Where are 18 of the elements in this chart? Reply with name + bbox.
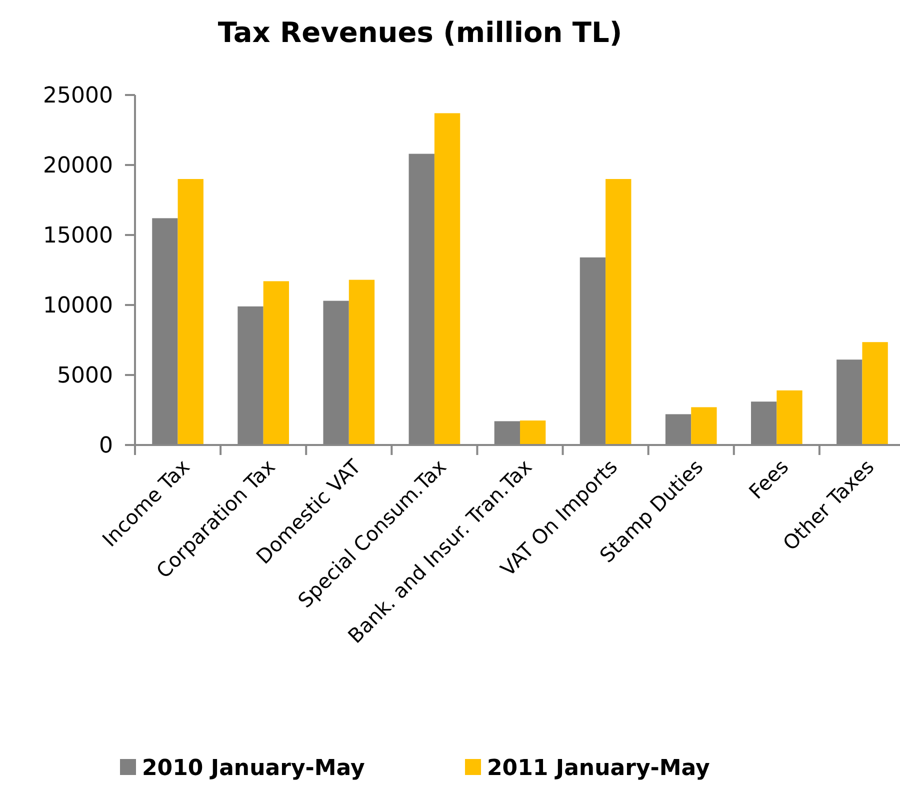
bar: [691, 407, 717, 445]
y-tick-label: 5000: [57, 364, 113, 389]
legend-label: 2011 January-May: [487, 756, 710, 781]
legend-label: 2010 January-May: [142, 756, 365, 781]
y-tick-label: 15000: [43, 224, 113, 249]
bar: [520, 420, 546, 445]
bar: [434, 113, 460, 445]
bar: [178, 179, 204, 445]
chart-title: Tax Revenues (million TL): [218, 16, 622, 49]
bar: [862, 342, 888, 445]
y-tick-label: 0: [99, 434, 113, 459]
bar: [776, 390, 802, 445]
bar: [263, 281, 289, 445]
bar: [606, 179, 632, 445]
y-tick-label: 20000: [43, 154, 113, 179]
y-tick-label: 10000: [43, 294, 113, 319]
bar: [348, 280, 375, 445]
y-tick-label: 25000: [43, 84, 113, 109]
